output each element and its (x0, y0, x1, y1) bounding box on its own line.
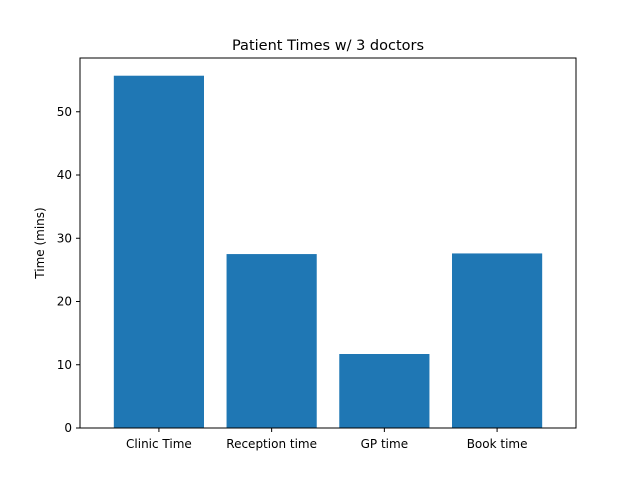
plot-frame (79, 57, 577, 429)
x-tick-label: GP time (361, 437, 408, 451)
x-tick-label: Clinic Time (126, 437, 192, 451)
bar-gp-time (339, 354, 430, 428)
bar-clinic-time (113, 75, 204, 429)
chart-title: Patient Times w/ 3 doctors (232, 38, 424, 54)
y-tick-label: 0 (64, 421, 72, 435)
y-tick-label: 30 (57, 231, 72, 245)
y-axis-label: Time (mins) (33, 207, 47, 279)
y-tick-label: 10 (57, 358, 72, 372)
x-axis: Clinic Time Reception time GP time Book tim… (126, 428, 527, 451)
bars-group (113, 75, 543, 429)
y-tick-label: 50 (57, 105, 72, 119)
y-axis: 0 10 20 30 40 50 (57, 105, 80, 435)
bar-book-time (452, 253, 543, 428)
y-tick-label: 40 (57, 168, 72, 182)
y-tick-label: 20 (57, 295, 72, 309)
x-tick-label: Book time (467, 437, 528, 451)
x-tick-label: Reception time (226, 437, 317, 451)
bar-reception-time (226, 254, 317, 428)
